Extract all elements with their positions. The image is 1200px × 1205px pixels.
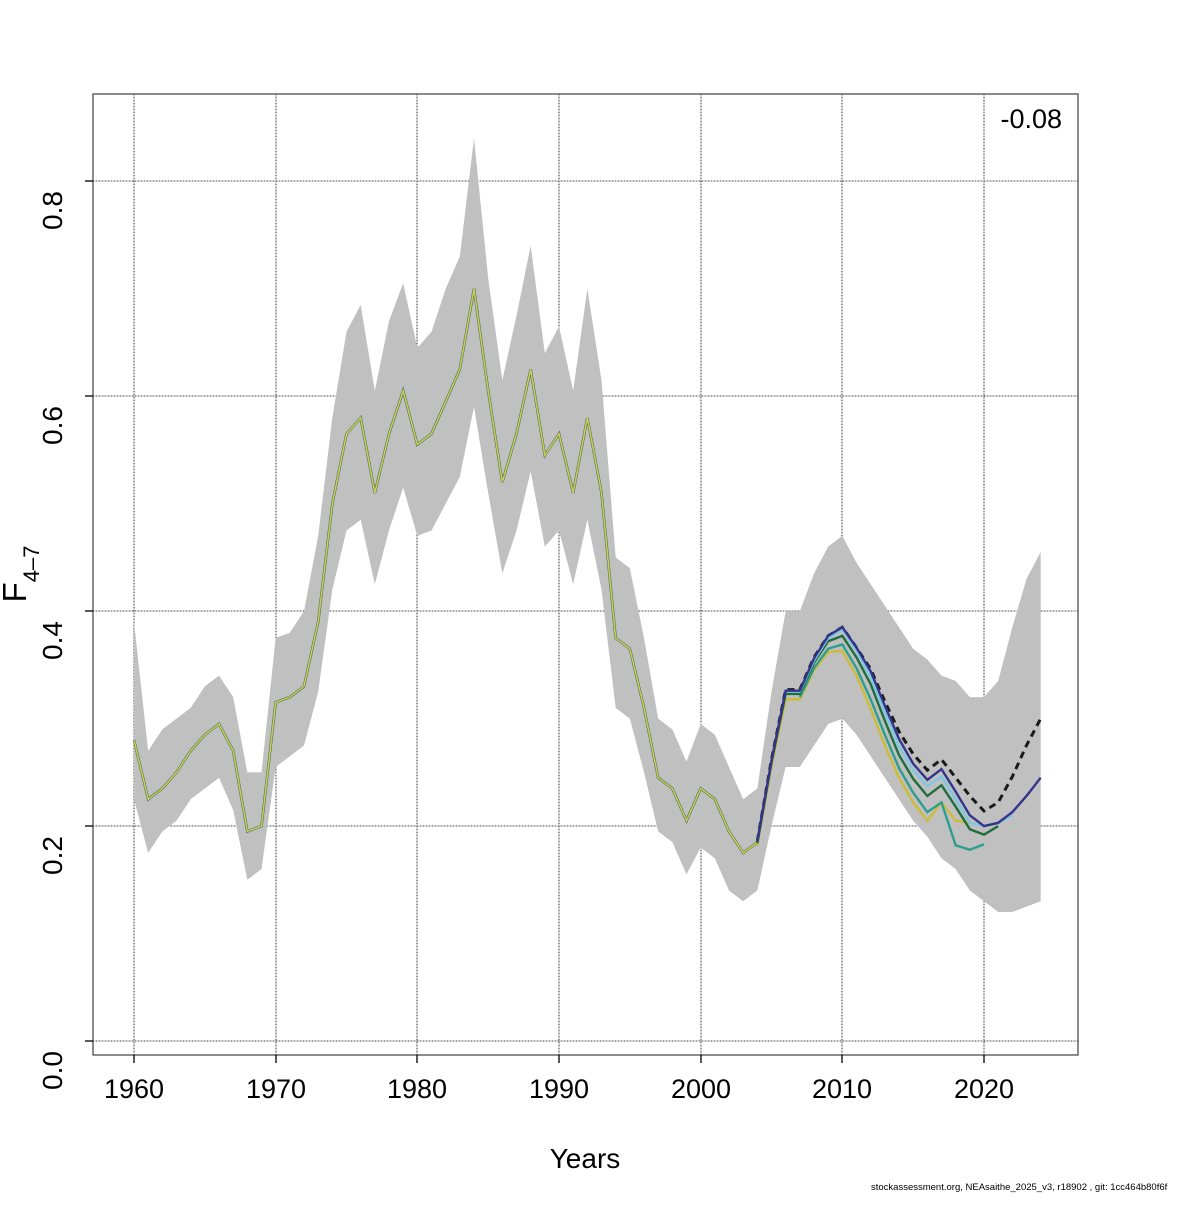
svg-text:1960: 1960 [104,1074,164,1104]
svg-text:2010: 2010 [812,1074,872,1104]
svg-text:stockassessment.org, NEAsaithe: stockassessment.org, NEAsaithe_2025_v3, … [871,1182,1168,1193]
svg-text:0.2: 0.2 [37,836,68,875]
svg-text:1990: 1990 [529,1074,589,1104]
svg-text:2020: 2020 [954,1074,1014,1104]
svg-text:0.0: 0.0 [37,1051,68,1090]
svg-text:1970: 1970 [246,1074,306,1104]
svg-text:0.8: 0.8 [37,191,68,230]
svg-text:1980: 1980 [387,1074,447,1104]
svg-text:Years: Years [550,1143,621,1174]
svg-text:0.4: 0.4 [37,621,68,660]
svg-text:2000: 2000 [671,1074,731,1104]
svg-text:0.6: 0.6 [37,406,68,445]
svg-text:-0.08: -0.08 [1000,104,1062,134]
